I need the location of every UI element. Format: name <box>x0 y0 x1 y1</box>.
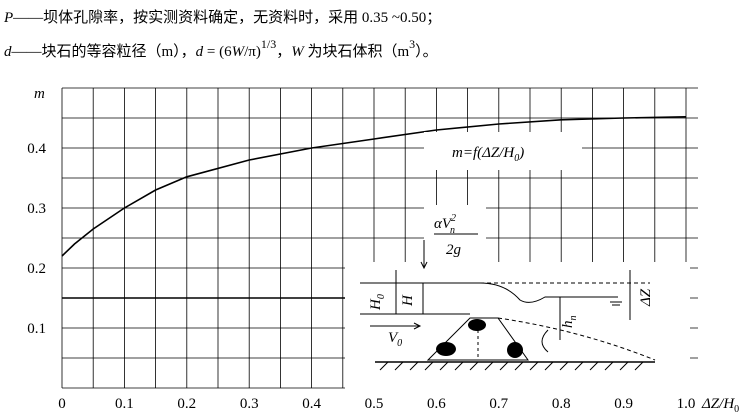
text: ， <box>276 44 291 60</box>
label: hn <box>560 316 579 329</box>
y-tick-label: 0.1 <box>27 321 46 337</box>
label: H0 <box>368 294 387 311</box>
x-tick-label: 0.6 <box>427 396 446 412</box>
symbol: W <box>232 44 246 60</box>
rock <box>507 342 523 358</box>
text: /π) <box>244 44 261 60</box>
x-tick-label: 0.7 <box>489 396 508 412</box>
subscript: n <box>568 316 579 321</box>
x-tick-label: 0.4 <box>302 396 321 412</box>
x-tick-label: 0.9 <box>614 396 633 412</box>
text: h <box>560 321 576 329</box>
superscript: 3 <box>409 37 415 51</box>
text: 为块石体积（m <box>304 43 410 60</box>
annotation-box <box>424 132 582 170</box>
x-tick-label: 0.8 <box>552 396 571 412</box>
label: ΔZ/H <box>701 396 735 412</box>
text: H <box>368 298 384 311</box>
y-tick-label: 0.3 <box>27 201 46 217</box>
subscript: n <box>450 225 455 236</box>
text: ——坝体孔隙率，按实测资料确定，无资料时，采用 0.35 ~0.50； <box>12 9 441 26</box>
y-tick-label: 0.4 <box>27 141 46 157</box>
label: ΔZ <box>638 288 654 307</box>
text: m=f(ΔZ/H <box>452 145 515 161</box>
text: ）。 <box>415 43 438 60</box>
inset-diagram: αV2 n 2g H0 H V0 hn ΔZ <box>345 205 690 394</box>
formula: 2g <box>446 242 462 258</box>
rock <box>468 319 486 331</box>
x-tick-label: 0 <box>58 396 66 412</box>
annotation: m=f(ΔZ/H0) <box>452 145 524 164</box>
symbol: d <box>4 44 12 60</box>
x-tick-label: 0.3 <box>240 396 259 412</box>
x-tick-label: 0.5 <box>365 396 384 412</box>
superscript: 2 <box>451 213 456 224</box>
superscript: 1/3 <box>261 37 276 51</box>
y-axis-label: m <box>34 86 45 102</box>
x-tick-label: 0.1 <box>115 396 134 412</box>
x-tick-label: 1.0 <box>677 396 696 412</box>
text: ) <box>518 145 524 161</box>
hatch <box>379 361 644 371</box>
formula: αV2 n <box>434 213 456 236</box>
label: V0 <box>388 330 402 349</box>
subscript: 0 <box>397 338 402 349</box>
symbol: P <box>3 10 13 26</box>
symbol: d <box>196 44 204 60</box>
text: ——块石的等容粒径（m）， <box>11 42 196 60</box>
flow-arc <box>541 329 549 353</box>
text-line: d——块石的等容粒径（m），d = (6W/π)1/3，W 为块石体积（m3）。 <box>4 37 438 60</box>
water-surface <box>479 282 618 303</box>
y-tick-label: 0.2 <box>27 261 46 277</box>
text-line: P——坝体孔隙率，按实测资料确定，无资料时，采用 0.35 ~0.50； <box>3 9 441 26</box>
text: = (6 <box>203 44 232 60</box>
text: αV <box>434 216 453 232</box>
subscript: 0 <box>734 404 739 415</box>
symbol: W <box>291 44 305 60</box>
ticks: 0 0.1 0.2 0.3 0.4 0.5 0.6 0.7 0.8 0.9 1.0 0.1 0.2 0.3… <box>27 141 695 412</box>
inset-bg <box>345 262 690 394</box>
rock <box>436 342 456 356</box>
arrow <box>413 322 422 330</box>
x-axis-label: ΔZ/H0 <box>701 396 739 415</box>
subscript: 0 <box>514 153 519 164</box>
series-line <box>61 116 687 257</box>
label: H <box>400 294 416 307</box>
x-tick-label: 0.2 <box>177 396 196 412</box>
text: V <box>388 330 399 346</box>
arrow <box>420 261 428 270</box>
subscript: 0 <box>376 294 387 299</box>
